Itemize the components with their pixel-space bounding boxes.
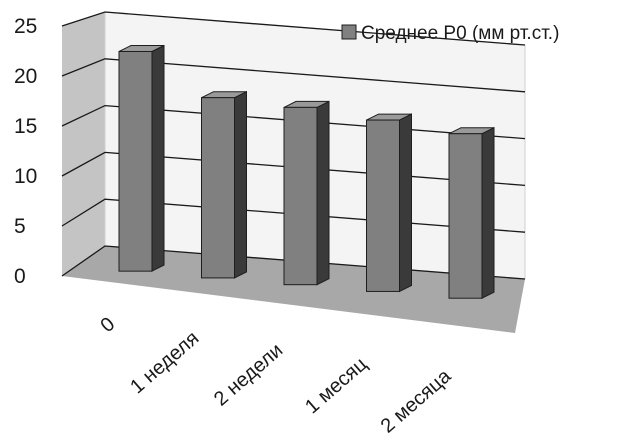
bar-side [151,44,165,272]
x-tick-label: 0 [96,313,119,337]
bar [283,100,330,286]
y-tick-label: 5 [14,215,26,238]
y-tick-label: 20 [14,65,37,88]
y-axis: 0 5 10 15 20 25 [14,15,37,288]
legend-swatch [341,24,357,40]
y-tick-label: 0 [14,265,26,288]
x-tick-label: 1 неделя [126,327,203,398]
bar-front [366,119,400,292]
bars [118,44,495,300]
x-axis: 0 1 неделя 2 недели 1 месяц 2 месяца [96,313,455,437]
bar-front [118,50,153,272]
bar [118,44,165,272]
legend-label: Среднее Р0 (мм рт.ст.) [361,23,559,44]
legend: Среднее Р0 (мм рт.ст.) [341,23,559,44]
bar-side [316,100,330,286]
x-tick-label: 2 недели [210,339,287,410]
bar [201,90,247,279]
bar-side [399,113,412,293]
bar-front [448,133,483,299]
y-tick-label: 10 [14,165,37,188]
x-tick-label: 1 месяц [301,353,371,418]
y-tick-label: 25 [14,15,37,38]
y-tick-label: 15 [14,115,37,138]
gridline [61,11,526,46]
bar-side [234,90,247,279]
bar-front [283,106,318,286]
bar-front [201,97,235,279]
bar [448,126,495,300]
floor [62,246,525,333]
bar-side [481,126,495,300]
bar [366,113,412,293]
side-wall [62,12,105,276]
gridline [61,58,526,93]
x-tick-label: 2 месяца [377,365,456,438]
